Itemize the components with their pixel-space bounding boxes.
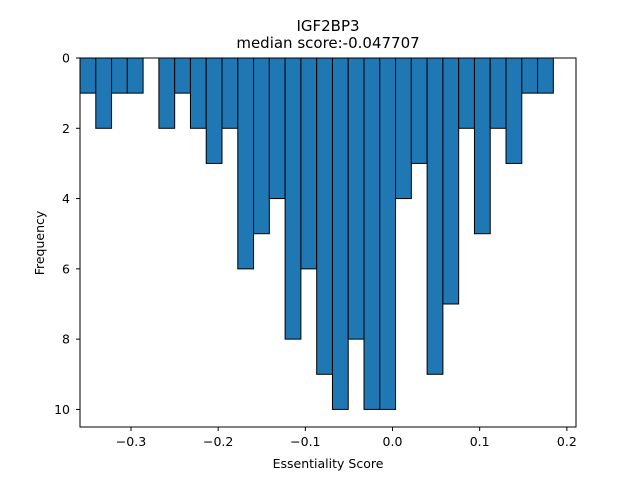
histogram-bar xyxy=(253,57,270,235)
histogram-bar xyxy=(379,57,397,410)
x-tick-label: 0.2 xyxy=(557,434,577,449)
histogram-bar xyxy=(473,57,491,235)
y-axis-label: Frequency xyxy=(32,210,47,275)
y-tick-label: 4 xyxy=(62,191,70,206)
histogram-bar xyxy=(300,57,318,270)
histogram-bar xyxy=(316,57,333,375)
histogram-bar xyxy=(521,57,539,94)
histogram-bar xyxy=(205,57,223,164)
histogram-bar xyxy=(284,57,302,340)
y-tick-label: 8 xyxy=(62,332,70,347)
histogram-bar xyxy=(174,57,191,94)
histogram-bar xyxy=(442,57,460,305)
histogram-bar xyxy=(489,57,507,129)
histogram-bar xyxy=(126,57,144,94)
histogram-bar xyxy=(410,57,428,164)
x-axis-label: Essentiality Score xyxy=(273,456,384,471)
histogram-bar xyxy=(458,57,475,129)
histogram-bar xyxy=(363,57,381,410)
histogram-bar xyxy=(395,57,412,200)
histogram-bar xyxy=(426,57,444,375)
histogram-bar xyxy=(331,57,349,410)
histogram-bar xyxy=(537,57,554,94)
histogram-bar xyxy=(111,57,128,94)
x-tick-label: −0.1 xyxy=(290,434,320,449)
chart-title: IGF2BP3 xyxy=(296,17,359,35)
x-tick-label: 0.0 xyxy=(383,434,403,449)
y-axis-ticks: 0 2 4 6 8 10 xyxy=(54,51,80,417)
histogram-bar xyxy=(268,57,286,200)
histogram-bar xyxy=(189,57,207,129)
x-tick-label: −0.2 xyxy=(203,434,233,449)
x-axis-ticks: −0.3 −0.2 −0.1 0.0 0.1 0.2 xyxy=(116,427,577,449)
histogram-bar xyxy=(95,57,113,129)
y-tick-label: 0 xyxy=(62,51,70,66)
y-tick-label: 10 xyxy=(54,402,70,417)
plot-frame xyxy=(79,57,577,428)
histogram-bar xyxy=(158,57,176,129)
x-tick-label: 0.1 xyxy=(470,434,490,449)
y-tick-label: 6 xyxy=(62,261,70,276)
histogram-bar xyxy=(79,57,97,94)
y-tick-label: 2 xyxy=(62,121,70,136)
histogram-bar xyxy=(347,57,365,340)
chart-subtitle: median score:-0.047707 xyxy=(236,34,419,52)
histogram-bar xyxy=(221,57,239,129)
bars-group xyxy=(79,57,554,410)
x-tick-label: −0.3 xyxy=(116,434,146,449)
histogram-bar xyxy=(237,57,255,270)
histogram-bar xyxy=(505,57,523,164)
